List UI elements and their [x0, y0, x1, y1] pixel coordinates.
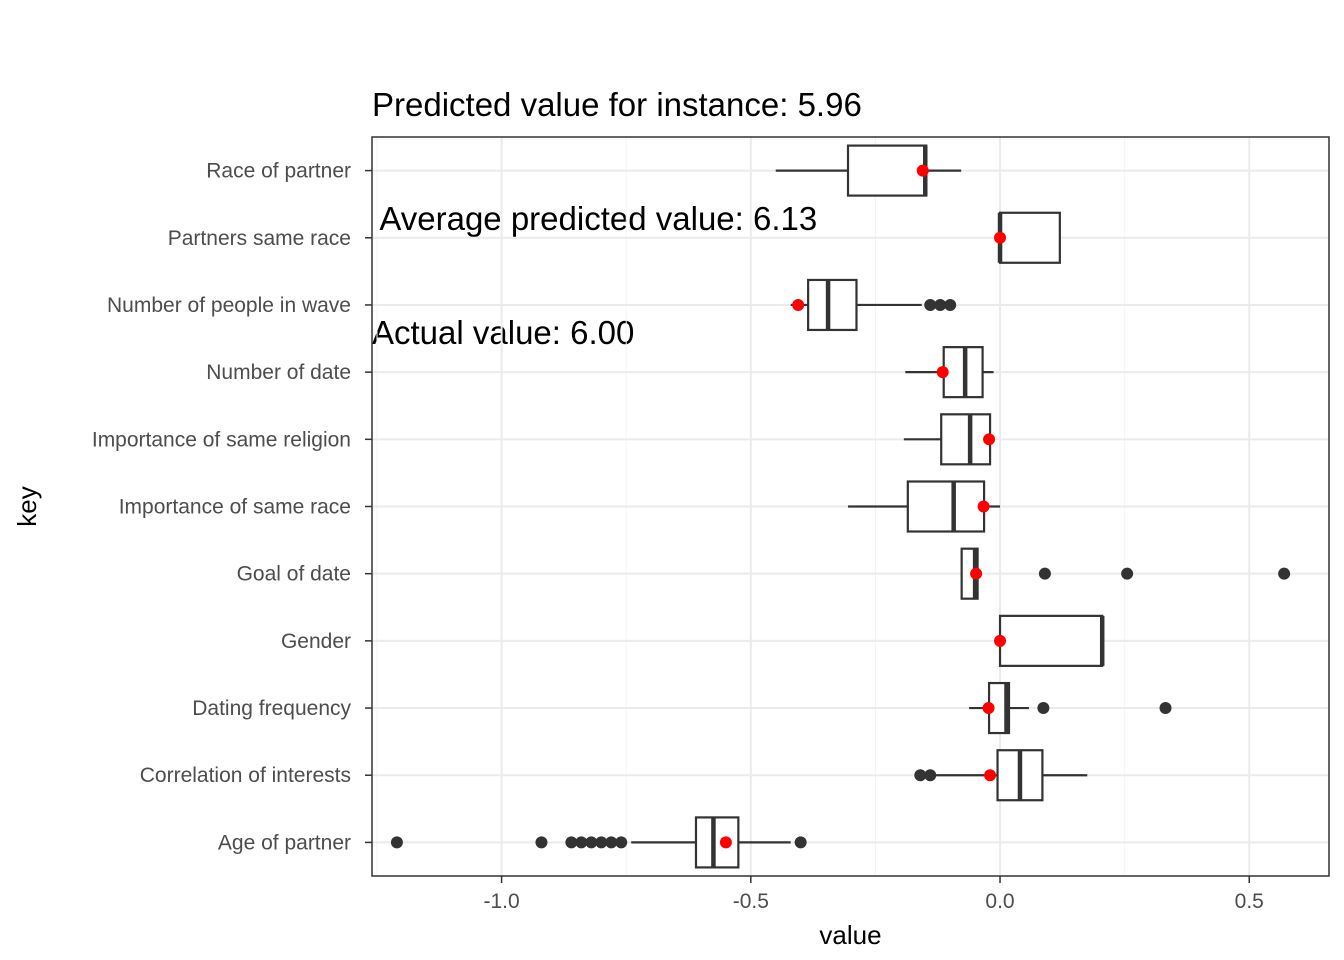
box-1 [994, 211, 1061, 264]
instance-point [719, 836, 732, 849]
instance-point [977, 500, 990, 513]
outlier-point [535, 836, 548, 849]
instance-point [983, 433, 996, 446]
outlier-point [1159, 702, 1172, 715]
chart-title: Predicted value for instance: 5.96 Avera… [372, 10, 862, 390]
box-iqr [846, 144, 928, 197]
instance-point [982, 702, 995, 715]
outlier-point [390, 836, 403, 849]
outlier-point [575, 836, 588, 849]
y-tick-label: Number of people in wave [107, 294, 351, 317]
y-tick-label: Importance of same race [119, 496, 351, 519]
outlier-point [1038, 567, 1051, 580]
box-iqr [807, 278, 858, 332]
outlier-point [934, 298, 947, 311]
outlier-point [944, 298, 957, 311]
instance-point [994, 231, 1007, 244]
outlier-point [1037, 702, 1050, 715]
y-axis-title: key [12, 486, 42, 526]
y-tick-label: Goal of date [237, 563, 351, 586]
box-9 [914, 749, 1088, 802]
y-axis: Race of partner Partners same race Number … [92, 160, 372, 854]
instance-point [792, 298, 805, 311]
x-axis: -1.0 -0.5 0.0 0.5 [484, 876, 1264, 913]
y-tick-label: Importance of same religion [92, 428, 351, 451]
y-tick-label: Correlation of interests [140, 764, 351, 787]
x-axis-title: value [819, 920, 881, 950]
instance-point [970, 567, 983, 580]
instance-point [994, 634, 1007, 647]
instance-point [984, 769, 997, 782]
x-tick-label: 0.0 [985, 890, 1014, 913]
title-line-3: Actual value: 6.00 [372, 314, 635, 351]
outlier-point [565, 836, 578, 849]
instance-point [936, 366, 949, 379]
box-10 [390, 816, 807, 869]
outlier-point [1121, 567, 1134, 580]
y-tick-label: Age of partner [218, 831, 351, 854]
outlier-point [585, 836, 598, 849]
y-tick-label: Partners same race [168, 227, 351, 250]
y-tick-label: Dating frequency [192, 697, 351, 720]
y-tick-label: Number of date [206, 361, 351, 384]
outlier-point [595, 836, 608, 849]
box-8 [969, 681, 1172, 735]
boxes [390, 144, 1291, 869]
y-tick-label: Gender [281, 630, 351, 653]
outlier-point [924, 769, 937, 782]
y-tick-label: Race of partner [206, 160, 351, 183]
box-0 [775, 144, 962, 197]
box-6 [960, 547, 1291, 600]
box-iqr [906, 480, 986, 533]
box-iqr [998, 614, 1104, 667]
x-tick-label: -0.5 [733, 890, 769, 913]
box-iqr [998, 211, 1061, 264]
box-7 [994, 614, 1105, 667]
x-tick-label: 0.5 [1235, 890, 1264, 913]
box-2 [790, 278, 957, 332]
box-iqr [940, 413, 992, 466]
title-line-2: Average predicted value: 6.13 [372, 200, 818, 237]
outlier-point [794, 836, 807, 849]
outlier-point [1278, 567, 1291, 580]
outlier-point [615, 836, 628, 849]
box-5 [848, 480, 1001, 533]
box-3 [905, 346, 994, 399]
box-4 [903, 413, 996, 466]
box-iqr [694, 816, 740, 869]
outlier-point [914, 769, 927, 782]
instance-point [916, 164, 929, 177]
outlier-point [605, 836, 618, 849]
title-line-1: Predicted value for instance: 5.96 [372, 86, 862, 123]
x-tick-label: -1.0 [484, 890, 520, 913]
outlier-point [924, 298, 937, 311]
